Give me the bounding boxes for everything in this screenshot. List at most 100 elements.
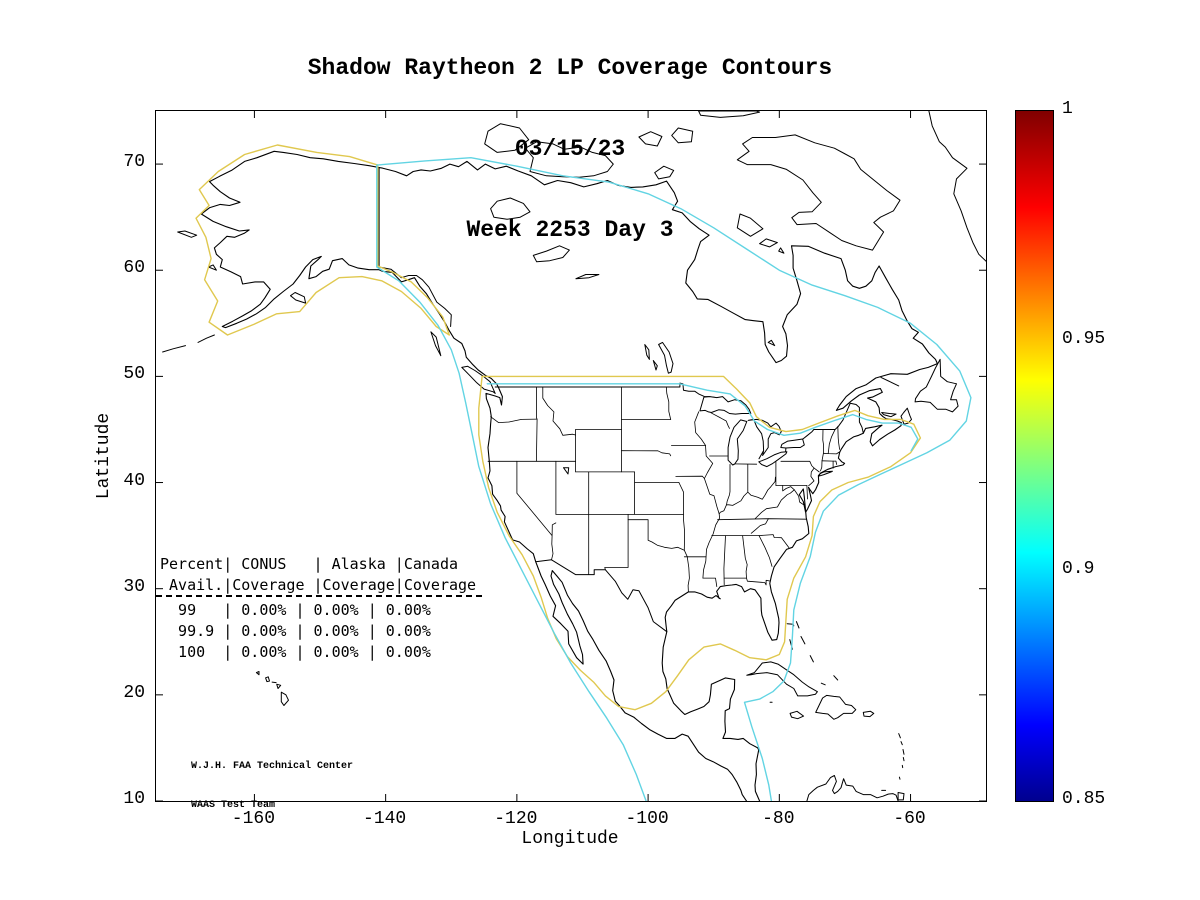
lakes bbox=[658, 341, 674, 374]
coastline-islands bbox=[900, 741, 903, 746]
coastline-islands bbox=[789, 710, 805, 720]
coastline-islands bbox=[736, 134, 901, 251]
x-tick-label: -60 bbox=[893, 809, 926, 829]
coastline-islands bbox=[197, 334, 215, 343]
x-tick-label: -120 bbox=[494, 809, 538, 829]
border-states bbox=[780, 460, 815, 487]
border-states bbox=[604, 513, 629, 571]
coastline-islands bbox=[767, 339, 776, 347]
plot-area: Percent| CONUS | Alaska |Canada Avail.|C… bbox=[155, 110, 987, 811]
border-states bbox=[827, 428, 836, 455]
border-states bbox=[718, 476, 776, 515]
coastline-islands bbox=[177, 230, 198, 238]
title-line-1: Shadow Raytheon 2 LP Coverage Contours bbox=[307, 55, 833, 81]
border-states bbox=[535, 386, 538, 462]
border-states bbox=[621, 450, 672, 457]
border-states bbox=[813, 467, 820, 473]
y-tick-label: 70 bbox=[123, 152, 145, 173]
coastline-islands bbox=[898, 733, 901, 739]
lakes bbox=[644, 344, 650, 360]
coastline-islands bbox=[461, 365, 496, 394]
coastline-mainland bbox=[200, 150, 938, 801]
x-axis-label: Longitude bbox=[521, 829, 619, 849]
border-states bbox=[710, 412, 730, 429]
coastline-islands bbox=[806, 775, 899, 801]
border-states bbox=[758, 535, 773, 567]
border-states bbox=[551, 522, 557, 537]
x-tick-label: -160 bbox=[231, 809, 276, 829]
coastline-islands bbox=[280, 691, 289, 706]
coastline-islands bbox=[881, 412, 897, 418]
colorbar bbox=[1015, 110, 1054, 802]
coastline-islands bbox=[778, 247, 785, 254]
border-states bbox=[723, 535, 726, 586]
coastline-islands bbox=[162, 345, 186, 353]
border-states bbox=[702, 577, 718, 588]
border-states bbox=[723, 577, 771, 586]
border-states bbox=[678, 482, 688, 558]
border-states bbox=[793, 489, 805, 506]
coastline-islands bbox=[902, 749, 905, 755]
coastline-islands bbox=[746, 661, 818, 697]
coverage-table-rows: 99 | 0.00% | 0.00% | 0.00% 99.9 | 0.00% … bbox=[178, 601, 431, 661]
title-line-3: Week 2253 Day 3 bbox=[466, 217, 674, 243]
lakes bbox=[747, 418, 782, 456]
coastline-islands bbox=[524, 141, 614, 178]
coastline-islands bbox=[671, 127, 694, 144]
coastline-islands bbox=[271, 681, 277, 684]
coastline-islands bbox=[898, 776, 901, 780]
border-states bbox=[726, 463, 731, 506]
border-states bbox=[686, 556, 690, 593]
x-tick-label: -140 bbox=[363, 809, 407, 829]
x-tick-label: -100 bbox=[625, 809, 669, 829]
coastline-islands bbox=[818, 470, 833, 477]
coastline-islands bbox=[800, 636, 806, 645]
colorbar-tick-label: 0.85 bbox=[1062, 789, 1106, 809]
coastline-islands bbox=[914, 358, 959, 413]
coastline-islands bbox=[654, 165, 675, 180]
contour-level-095 bbox=[478, 375, 922, 711]
lakes bbox=[758, 451, 788, 468]
lakes bbox=[575, 274, 600, 280]
border-states bbox=[820, 429, 824, 472]
coastline-islands bbox=[736, 213, 764, 237]
border-international bbox=[758, 450, 764, 460]
lakes bbox=[563, 467, 570, 475]
border-international bbox=[535, 559, 668, 633]
border-states bbox=[835, 460, 838, 465]
table-divider bbox=[156, 595, 482, 597]
coastline-islands bbox=[880, 376, 900, 387]
border-states bbox=[516, 460, 554, 561]
coastline-islands bbox=[430, 331, 442, 357]
y-tick-label: 40 bbox=[123, 470, 145, 491]
y-tick-label: 20 bbox=[123, 682, 145, 703]
coastline-islands bbox=[759, 238, 778, 248]
border-states bbox=[837, 425, 840, 450]
coastline-islands bbox=[638, 131, 663, 147]
coastline-islands bbox=[809, 655, 814, 663]
border-states bbox=[782, 485, 795, 492]
border-states bbox=[754, 489, 795, 520]
border-states bbox=[694, 411, 720, 579]
coastline-islands bbox=[208, 264, 217, 271]
coastline-islands bbox=[928, 111, 986, 262]
border-states bbox=[758, 534, 790, 549]
lakes bbox=[727, 419, 748, 466]
coastline-islands bbox=[484, 123, 530, 153]
border-international bbox=[802, 402, 864, 440]
coastline-islands bbox=[290, 292, 307, 304]
coastline-islands bbox=[276, 683, 282, 689]
lakes bbox=[490, 197, 531, 220]
lakes bbox=[780, 438, 805, 449]
coastline-islands bbox=[795, 621, 800, 629]
colorbar-tick-label: 1 bbox=[1062, 99, 1073, 119]
coverage-table-header: Percent| CONUS | Alaska |Canada Avail.|C… bbox=[160, 555, 477, 594]
credit-line-1: W.J.H. FAA Technical Center bbox=[191, 761, 354, 772]
y-tick-label: 50 bbox=[123, 364, 145, 385]
coastline-islands bbox=[698, 111, 761, 118]
lakes bbox=[652, 360, 658, 371]
map-canvas bbox=[156, 111, 986, 801]
colorbar-tick-label: 0.95 bbox=[1062, 329, 1106, 349]
coastline-islands bbox=[862, 710, 875, 718]
